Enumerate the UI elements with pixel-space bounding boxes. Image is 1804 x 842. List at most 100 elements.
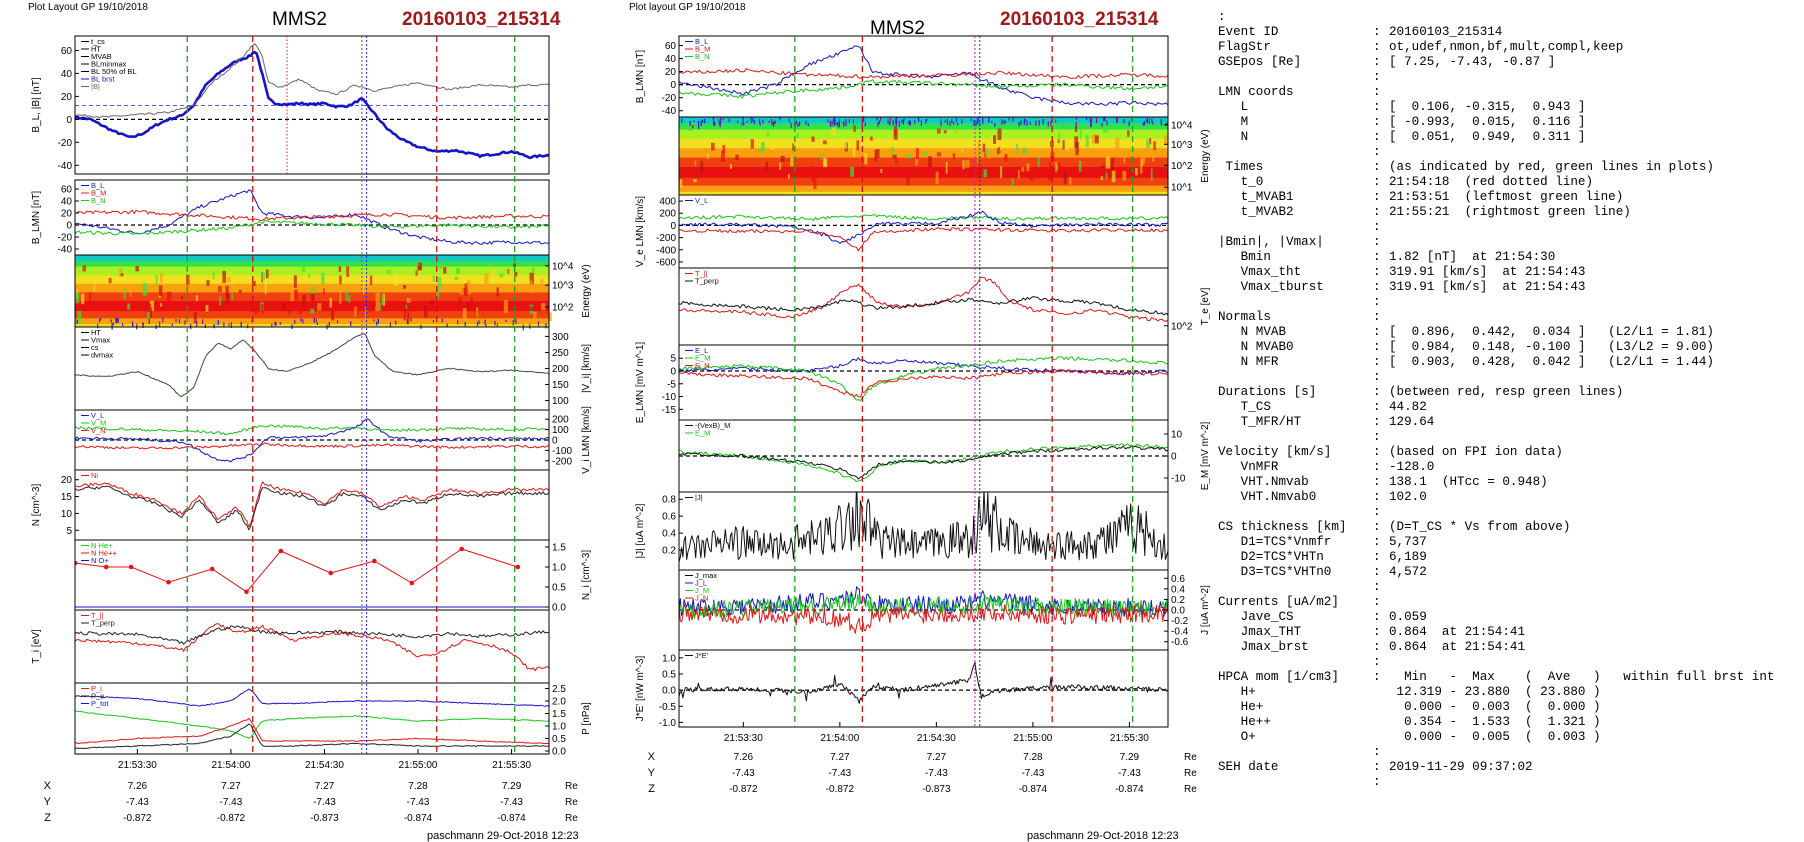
left-layout-label: Plot Layout GP 19/10/2018 <box>28 2 148 13</box>
spectrogram-texture <box>446 323 448 328</box>
spectrogram-texture <box>457 320 459 325</box>
spectrogram-texture <box>336 320 339 324</box>
spectrogram-texture <box>915 159 919 166</box>
spectrogram-texture <box>288 309 291 315</box>
info-row: SEH date:2019-11-29 09:37:02 <box>1218 760 1774 775</box>
spectrogram-texture <box>1035 120 1037 126</box>
spectrogram-texture <box>1115 137 1120 149</box>
spectrogram-texture <box>983 169 988 178</box>
spectrogram-texture <box>1106 120 1108 126</box>
y-axis-label: Energy (eV) <box>1200 129 1210 182</box>
legend-entry: MVAB <box>91 52 112 61</box>
spectrogram-texture <box>895 118 897 124</box>
data-point <box>278 548 284 554</box>
spectrogram-texture <box>1011 178 1014 188</box>
spectrogram-texture <box>405 304 408 309</box>
info-row: t_0:21:54:18 (red dotted line) <box>1218 175 1774 190</box>
spectrogram-band <box>75 266 549 276</box>
info-row: : <box>1218 505 1774 520</box>
info-colon: : <box>1373 265 1381 279</box>
info-key: Vmax_tht <box>1218 265 1302 279</box>
y-tick-label: 0 <box>670 367 676 378</box>
info-row: N MVAB0: [ 0.984, 0.148, -0.100 ] (L3/L2 … <box>1218 340 1774 355</box>
spectrogram-texture <box>424 305 428 318</box>
spectrogram-texture <box>545 323 547 329</box>
spectrogram-texture <box>905 177 910 186</box>
spectrogram-texture <box>339 275 342 285</box>
spectrogram-texture <box>970 118 972 121</box>
spectrogram-texture <box>123 288 126 299</box>
spectrogram-texture <box>131 321 134 325</box>
series-p-i <box>75 717 549 745</box>
spectrogram-texture <box>1105 156 1111 169</box>
series-v-l <box>75 418 549 463</box>
series-line <box>75 688 549 707</box>
spectrogram-texture <box>1042 119 1044 125</box>
y-tick-label: -20 <box>662 93 677 104</box>
data-point <box>328 570 334 576</box>
spectrogram-texture <box>827 119 829 123</box>
info-row: T_MFR/HT:129.64 <box>1218 415 1774 430</box>
y-tick-label: 10^1 <box>1171 183 1193 194</box>
y-tick-label: -0.2 <box>1171 616 1189 627</box>
ephemeris-value: 7.26 <box>128 781 148 792</box>
spectrogram-texture <box>988 152 991 159</box>
ephemeris-value: -0.872 <box>123 813 152 824</box>
spectrogram-texture <box>962 160 965 170</box>
spectrogram-band <box>75 283 549 293</box>
legend-entry: E_M <box>695 429 710 438</box>
series-bl-brst <box>75 50 549 160</box>
spectrogram-texture <box>711 142 715 151</box>
spectrogram-texture <box>275 322 277 326</box>
legend-entry: N O+ <box>91 556 109 565</box>
spectrogram-texture <box>975 120 977 126</box>
ephemeris-value: 7.27 <box>221 781 241 792</box>
series-line <box>679 603 1168 634</box>
spectrogram-texture <box>1146 139 1150 148</box>
spectrogram-texture <box>984 149 989 156</box>
spectrogram-texture <box>1004 154 1008 162</box>
info-value: (D=T_CS * Vs from above) <box>1389 520 1571 534</box>
legend-entry: B_L <box>695 37 708 46</box>
info-key: VHT.Nmvab <box>1218 475 1309 489</box>
spectrogram-texture <box>529 324 531 329</box>
info-row: N MFR: [ 0.903, 0.428, 0.042 ] (L2/L1 = 1… <box>1218 355 1774 370</box>
info-colon: : <box>1373 550 1381 564</box>
legend-entry: T_|| <box>695 269 708 278</box>
spectrogram-texture <box>991 120 993 124</box>
spectrogram-texture <box>386 270 391 274</box>
spectrogram-texture <box>743 122 745 126</box>
info-row: : <box>1218 145 1774 160</box>
info-row: FlagStr: ot,udef,nmon,bf,mult,compl,keep <box>1218 40 1774 55</box>
spectrogram-texture <box>225 285 229 298</box>
spectrogram-texture <box>222 270 226 284</box>
y-tick-label: 100 <box>552 396 569 407</box>
ephemeris-value: -0.874 <box>404 813 433 824</box>
spectrogram-texture <box>889 121 891 126</box>
spectrogram-texture <box>1152 153 1155 162</box>
x-tick-label: 21:55:00 <box>399 760 438 771</box>
spectrogram-texture <box>356 303 359 316</box>
spectrogram-texture <box>238 289 242 293</box>
info-value: 21:53:51 (leftmost green line) <box>1389 190 1624 204</box>
spectrogram-texture <box>1122 170 1127 181</box>
info-value: 102.0 <box>1389 490 1427 504</box>
spectrogram-texture <box>215 279 218 284</box>
spectrogram-texture <box>909 120 911 126</box>
spectrogram-texture <box>788 118 790 123</box>
info-colon: : <box>1373 475 1381 489</box>
info-value: 129.64 <box>1389 415 1435 429</box>
spectrogram-texture <box>1068 177 1072 185</box>
spectrogram-texture <box>381 295 385 305</box>
series--b- <box>75 43 549 118</box>
y-axis-label: T_e [eV] <box>1200 287 1210 325</box>
spectrogram-texture <box>994 123 996 127</box>
spectrogram-texture <box>988 117 990 123</box>
y-axis-label: |V_i| [km/s] <box>581 344 592 393</box>
y-tick-label: 10^2 <box>552 302 574 313</box>
info-row: : <box>1218 580 1774 595</box>
spectrogram-texture <box>178 318 181 324</box>
info-key: He+ <box>1218 700 1264 714</box>
spectrogram-texture <box>750 139 754 149</box>
